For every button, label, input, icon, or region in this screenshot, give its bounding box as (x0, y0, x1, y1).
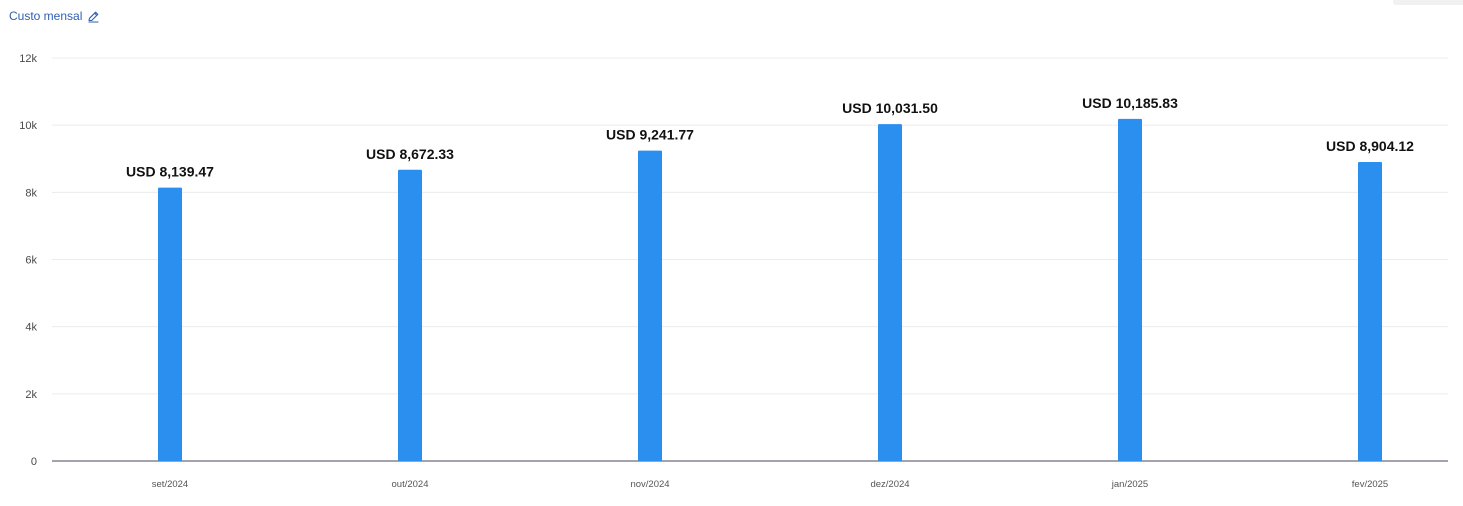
corner-decoration (1393, 0, 1463, 5)
y-tick-label: 10k (19, 120, 37, 132)
y-tick-label: 0 (31, 456, 37, 468)
bar-data-label: USD 10,031.50 (842, 100, 938, 116)
bar (1118, 118, 1142, 461)
x-tick-label: dez/2024 (870, 479, 909, 490)
x-tick-label: out/2024 (392, 479, 429, 490)
y-tick-label: 12k (19, 53, 37, 65)
bar-data-label: USD 10,185.83 (1082, 95, 1178, 111)
bar-data-label: USD 8,904.12 (1326, 138, 1414, 154)
chart-header: Custo mensal (9, 7, 100, 25)
bar (638, 150, 662, 461)
pencil-icon[interactable] (87, 10, 100, 23)
bar-data-label: USD 9,241.77 (606, 127, 694, 143)
bar (158, 187, 182, 461)
bar-data-label: USD 8,139.47 (126, 164, 214, 180)
y-tick-label: 4k (25, 322, 37, 334)
x-tick-label: jan/2025 (1111, 479, 1148, 490)
x-tick-label: set/2024 (152, 479, 188, 490)
y-tick-label: 6k (25, 255, 37, 267)
bar (398, 169, 422, 461)
y-tick-label: 8k (25, 187, 37, 199)
bar (878, 124, 902, 461)
bar-data-label: USD 8,672.33 (366, 146, 454, 162)
chart-title: Custo mensal (9, 9, 83, 23)
y-tick-label: 2k (25, 389, 37, 401)
x-tick-label: fev/2025 (1352, 479, 1388, 490)
bar (1358, 161, 1382, 461)
x-tick-label: nov/2024 (630, 479, 669, 490)
